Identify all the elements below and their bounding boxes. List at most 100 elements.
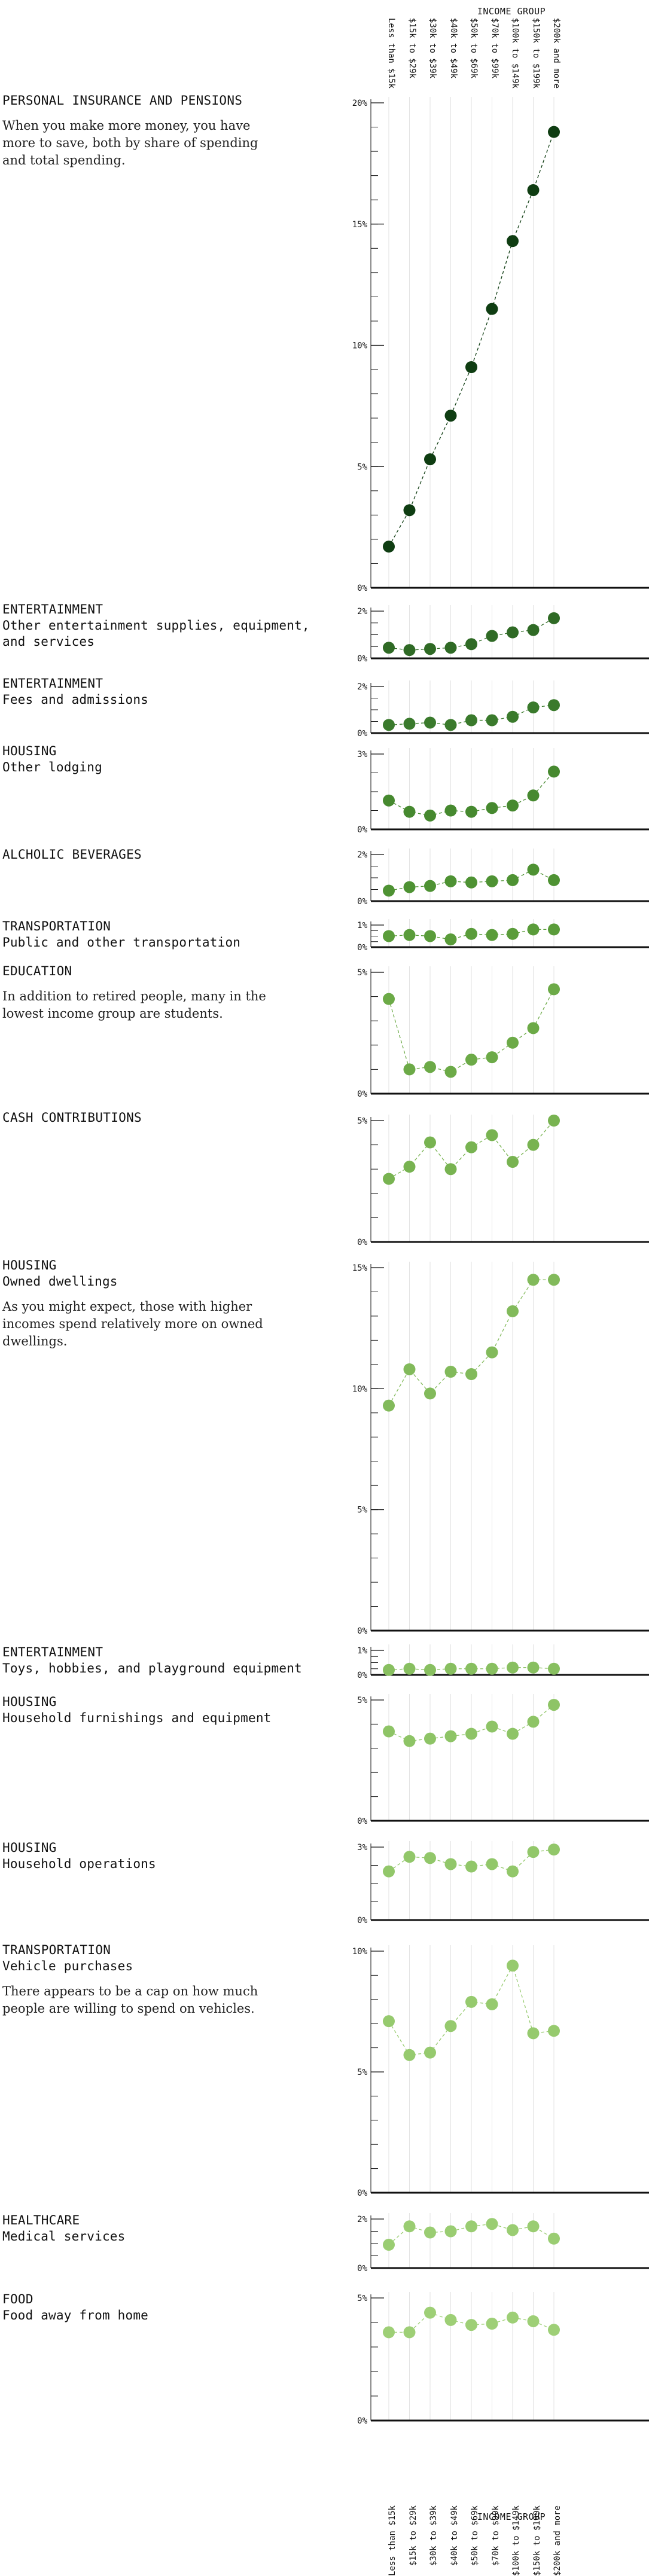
- data-point[interactable]: [486, 1129, 498, 1142]
- data-point[interactable]: [383, 1664, 395, 1676]
- data-point[interactable]: [383, 930, 395, 942]
- data-point[interactable]: [403, 929, 416, 941]
- data-point[interactable]: [465, 1727, 477, 1740]
- data-point[interactable]: [444, 2313, 457, 2326]
- data-point[interactable]: [527, 1846, 540, 1858]
- data-point[interactable]: [424, 1732, 436, 1745]
- data-point[interactable]: [383, 1725, 395, 1738]
- data-point[interactable]: [403, 504, 416, 517]
- data-point[interactable]: [527, 1022, 540, 1034]
- data-point[interactable]: [548, 1662, 560, 1675]
- data-point[interactable]: [444, 410, 457, 422]
- data-point[interactable]: [548, 1274, 560, 1286]
- data-point[interactable]: [403, 1363, 416, 1375]
- data-point[interactable]: [403, 1662, 416, 1675]
- data-point[interactable]: [527, 701, 540, 714]
- data-point[interactable]: [507, 235, 519, 248]
- data-point[interactable]: [548, 1844, 560, 1856]
- data-point[interactable]: [465, 927, 477, 940]
- data-point[interactable]: [548, 2025, 560, 2037]
- data-point[interactable]: [527, 2220, 540, 2233]
- data-point[interactable]: [465, 1860, 477, 1873]
- data-point[interactable]: [548, 2232, 560, 2245]
- data-point[interactable]: [383, 719, 395, 731]
- data-point[interactable]: [548, 765, 560, 778]
- data-point[interactable]: [383, 2015, 395, 2028]
- data-point[interactable]: [548, 612, 560, 624]
- data-point[interactable]: [486, 875, 498, 887]
- data-point[interactable]: [424, 2226, 436, 2239]
- data-point[interactable]: [383, 642, 395, 654]
- data-point[interactable]: [444, 719, 457, 731]
- data-point[interactable]: [507, 2224, 519, 2236]
- data-point[interactable]: [383, 541, 395, 553]
- data-point[interactable]: [424, 809, 436, 822]
- data-point[interactable]: [465, 2220, 477, 2233]
- data-point[interactable]: [424, 1136, 436, 1149]
- data-point[interactable]: [486, 714, 498, 727]
- data-point[interactable]: [486, 1662, 498, 1675]
- data-point[interactable]: [403, 1063, 416, 1076]
- data-point[interactable]: [486, 1051, 498, 1064]
- data-point[interactable]: [383, 1865, 395, 1878]
- data-point[interactable]: [444, 933, 457, 946]
- data-point[interactable]: [486, 2218, 498, 2230]
- data-point[interactable]: [465, 1995, 477, 2008]
- data-point[interactable]: [548, 983, 560, 996]
- data-point[interactable]: [486, 303, 498, 315]
- data-point[interactable]: [507, 710, 519, 723]
- data-point[interactable]: [527, 2027, 540, 2040]
- data-point[interactable]: [403, 718, 416, 730]
- data-point[interactable]: [465, 714, 477, 727]
- data-point[interactable]: [444, 875, 457, 887]
- data-point[interactable]: [548, 874, 560, 886]
- data-point[interactable]: [424, 1852, 436, 1864]
- data-point[interactable]: [507, 1865, 519, 1878]
- data-point[interactable]: [424, 716, 436, 729]
- data-point[interactable]: [383, 993, 395, 1005]
- data-point[interactable]: [424, 2306, 436, 2319]
- data-point[interactable]: [403, 644, 416, 657]
- data-point[interactable]: [527, 789, 540, 802]
- data-point[interactable]: [424, 643, 436, 655]
- data-point[interactable]: [486, 630, 498, 642]
- data-point[interactable]: [444, 1066, 457, 1078]
- data-point[interactable]: [424, 1387, 436, 1400]
- data-point[interactable]: [424, 1061, 436, 1073]
- data-point[interactable]: [403, 881, 416, 893]
- data-point[interactable]: [507, 1960, 519, 1972]
- data-point[interactable]: [424, 2046, 436, 2059]
- data-point[interactable]: [403, 2326, 416, 2339]
- data-point[interactable]: [486, 1998, 498, 2010]
- data-point[interactable]: [548, 923, 560, 936]
- data-point[interactable]: [486, 2318, 498, 2330]
- data-point[interactable]: [486, 802, 498, 814]
- data-point[interactable]: [465, 1368, 477, 1381]
- data-point[interactable]: [383, 2239, 395, 2251]
- data-point[interactable]: [465, 1662, 477, 1675]
- data-point[interactable]: [444, 1858, 457, 1870]
- data-point[interactable]: [444, 804, 457, 817]
- data-point[interactable]: [383, 1173, 395, 1185]
- data-point[interactable]: [548, 699, 560, 712]
- data-point[interactable]: [527, 923, 540, 936]
- data-point[interactable]: [383, 884, 395, 897]
- data-point[interactable]: [383, 794, 395, 807]
- data-point[interactable]: [507, 1661, 519, 1674]
- data-point[interactable]: [527, 1716, 540, 1728]
- data-point[interactable]: [527, 1661, 540, 1674]
- data-point[interactable]: [548, 1115, 560, 1127]
- data-point[interactable]: [444, 1730, 457, 1742]
- data-point[interactable]: [507, 927, 519, 940]
- data-point[interactable]: [486, 1858, 498, 1870]
- data-point[interactable]: [527, 863, 540, 876]
- data-point[interactable]: [444, 2020, 457, 2032]
- data-point[interactable]: [403, 1161, 416, 1173]
- data-point[interactable]: [424, 1664, 436, 1676]
- data-point[interactable]: [444, 1163, 457, 1176]
- data-point[interactable]: [444, 1366, 457, 1378]
- data-point[interactable]: [424, 930, 436, 942]
- data-point[interactable]: [486, 1346, 498, 1359]
- data-point[interactable]: [465, 2319, 477, 2331]
- data-point[interactable]: [507, 874, 519, 886]
